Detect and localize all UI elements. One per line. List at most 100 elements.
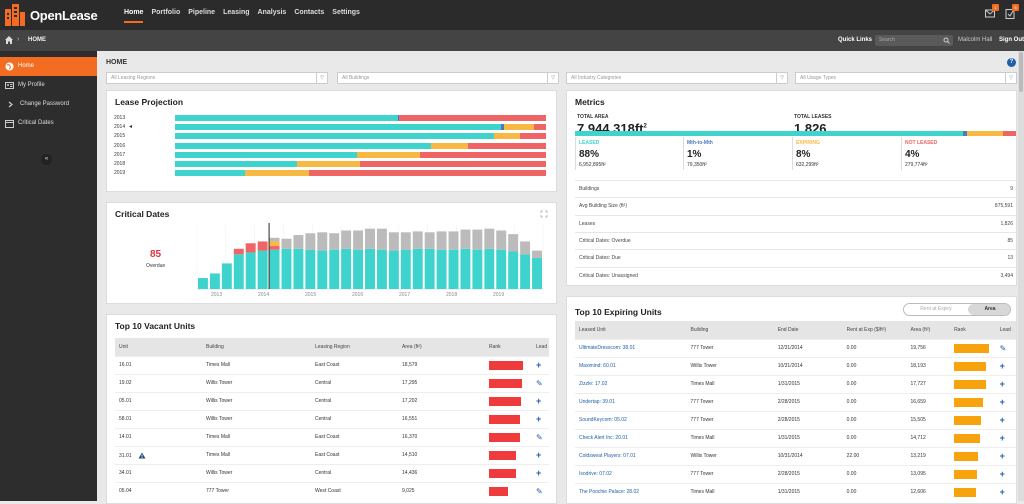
edit-lead-icon[interactable]: ✎: [999, 343, 1007, 353]
leased-segment[interactable]: [175, 170, 246, 177]
not-leased-segment[interactable]: [1002, 131, 1016, 136]
add-lead-icon[interactable]: +: [536, 450, 542, 460]
not-leased-segment[interactable]: [520, 133, 546, 140]
tasks-button[interactable]: 5: [1005, 4, 1019, 19]
sidebar-item-critical-dates[interactable]: Critical Dates: [0, 114, 97, 133]
nav-portfolio[interactable]: Portfolio: [151, 9, 181, 16]
table-row[interactable]: 19.02 Willis Tower Central 17,295 ✎: [115, 373, 549, 392]
critical-dates-bar-base[interactable]: [269, 249, 280, 289]
sidebar-item-change-password[interactable]: Change Password: [0, 95, 97, 114]
critical-dates-bar-unassigned[interactable]: [388, 232, 399, 251]
add-lead-icon[interactable]: +: [999, 415, 1005, 425]
table-row[interactable]: Zizzle: 17.02 Times Mall 1/31/2015 0.00 17,7…: [575, 374, 1016, 393]
table-row[interactable]: 31.01 Times Mall East Coast 14,510 +: [115, 445, 549, 464]
leased-segment[interactable]: [175, 133, 495, 140]
critical-dates-bar-base[interactable]: [209, 273, 220, 289]
projection-bar[interactable]: [175, 124, 546, 131]
table-row[interactable]: Coldsweat Players: 07.01 Willis Tower 10/3…: [575, 446, 1016, 465]
projection-bar[interactable]: [175, 151, 546, 158]
home-icon[interactable]: [4, 35, 14, 45]
leased-segment[interactable]: [175, 151, 357, 158]
leased-unit-link[interactable]: Coldsweat Players: 07.01: [575, 446, 687, 465]
critical-dates-bar-unassigned[interactable]: [520, 241, 531, 255]
critical-dates-bar-unassigned[interactable]: [305, 233, 316, 250]
toggle-area[interactable]: Area: [968, 304, 1010, 315]
column-header[interactable]: Unit: [115, 338, 202, 356]
column-header[interactable]: Rank: [485, 338, 532, 356]
metric-cell-not-leased[interactable]: NOT LEASED 4% 279,774ft²: [901, 137, 1009, 170]
search-input[interactable]: Search: [875, 35, 953, 46]
column-header[interactable]: Leasing Region: [311, 338, 398, 356]
critical-dates-bar-due[interactable]: [269, 241, 280, 247]
table-row[interactable]: 05.01 Willis Tower Central 17,202 +: [115, 391, 549, 410]
table-row[interactable]: The Poochie Palace: 28.02 Times Mall 1/31/…: [575, 482, 1016, 501]
critical-dates-bar-base[interactable]: [329, 249, 340, 289]
add-lead-icon[interactable]: +: [999, 451, 1005, 461]
not-leased-segment[interactable]: [533, 124, 546, 131]
critical-dates-bar-base[interactable]: [305, 249, 316, 289]
nav-settings[interactable]: Settings: [332, 9, 360, 16]
leased-segment[interactable]: [575, 131, 964, 136]
projection-bar[interactable]: [175, 161, 546, 167]
leased-segment[interactable]: [175, 161, 298, 167]
leased-unit-link[interactable]: UltimateDresscom: 38.01: [575, 338, 687, 357]
leased-unit-link[interactable]: SoundKeycom: 05.02: [575, 410, 687, 429]
critical-dates-bar-base[interactable]: [424, 248, 435, 289]
critical-dates-bar-base[interactable]: [460, 248, 471, 289]
critical-dates-bar-overdue[interactable]: [233, 248, 244, 255]
usage-type-filter[interactable]: All Usage Types ▽: [795, 72, 1017, 84]
leased-segment[interactable]: [175, 115, 398, 121]
building-filter[interactable]: All Buildings ▽: [337, 72, 559, 84]
leased-unit-link[interactable]: Isodrive: 07.02: [575, 464, 687, 483]
expiring-segment[interactable]: [504, 124, 534, 131]
add-lead-icon[interactable]: +: [999, 469, 1005, 479]
not-leased-segment[interactable]: [468, 142, 546, 149]
critical-dates-bar-unassigned[interactable]: [496, 230, 507, 250]
not-leased-segment[interactable]: [419, 151, 546, 158]
column-header[interactable]: Building: [202, 338, 311, 356]
critical-dates-bar-unassigned[interactable]: [329, 233, 340, 250]
expiring-sort-toggle[interactable]: Rent at Expiry Area: [903, 303, 1011, 316]
leased-unit-link[interactable]: The Poochie Palace: 28.02: [575, 482, 687, 501]
expand-icon[interactable]: [540, 210, 548, 218]
column-header[interactable]: Lead: [995, 321, 1016, 339]
collapse-sidebar-button[interactable]: «: [41, 154, 52, 165]
user-name[interactable]: Malcolm Hall: [958, 37, 993, 43]
critical-dates-bar-unassigned[interactable]: [341, 230, 352, 249]
critical-dates-bar-base[interactable]: [496, 249, 507, 289]
column-header[interactable]: Area (ft²): [906, 321, 951, 339]
critical-dates-bar-unassigned[interactable]: [460, 229, 471, 249]
critical-dates-bar-base[interactable]: [376, 249, 387, 289]
sign-out-link[interactable]: Sign Out: [999, 37, 1024, 43]
occupancy-bar[interactable]: [575, 131, 1016, 136]
sidebar-item-my-profile[interactable]: My Profile: [0, 76, 97, 95]
critical-dates-bar-unassigned[interactable]: [424, 232, 435, 249]
critical-dates-bar-unassigned[interactable]: [484, 228, 495, 249]
expiring-segment[interactable]: [297, 161, 361, 167]
critical-dates-bar-base[interactable]: [448, 249, 459, 289]
critical-dates-bar-unassigned[interactable]: [376, 228, 387, 250]
industry-category-filter[interactable]: All Industry Categories ▽: [566, 72, 788, 84]
add-lead-icon[interactable]: +: [536, 414, 542, 424]
critical-dates-bar-unassigned[interactable]: [472, 229, 483, 250]
column-header[interactable]: Lead: [532, 338, 549, 356]
critical-dates-bar-base[interactable]: [341, 248, 352, 289]
add-lead-icon[interactable]: +: [536, 468, 542, 478]
critical-dates-bar-base[interactable]: [245, 252, 256, 289]
table-row[interactable]: 05.04 777 Tower West Coast 9,025 ✎: [115, 481, 549, 500]
critical-dates-bar-base[interactable]: [400, 249, 411, 289]
messages-button[interactable]: 1: [985, 4, 999, 19]
add-lead-icon[interactable]: +: [999, 361, 1005, 371]
critical-dates-bar-unassigned[interactable]: [293, 235, 304, 249]
month-to-month-segment[interactable]: [397, 115, 400, 121]
critical-dates-bar-base[interactable]: [472, 249, 483, 289]
table-row[interactable]: Undertap: 39.01 777 Tower 2/28/2015 0.00 16,…: [575, 392, 1016, 411]
leased-unit-link[interactable]: Zizzle: 17.02: [575, 374, 687, 393]
critical-dates-bar-unassigned[interactable]: [317, 232, 328, 251]
add-lead-icon[interactable]: +: [999, 487, 1005, 498]
warning-icon[interactable]: [138, 452, 146, 459]
critical-dates-bar-base[interactable]: [484, 248, 495, 289]
projection-bar[interactable]: [175, 133, 546, 140]
column-header[interactable]: Leased Unit: [575, 321, 687, 339]
critical-dates-bar-unassigned[interactable]: [412, 231, 423, 249]
